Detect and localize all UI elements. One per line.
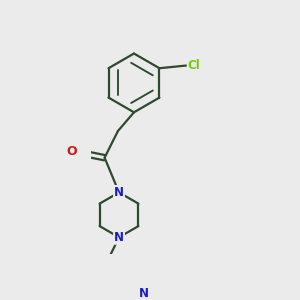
Text: N: N (114, 186, 124, 199)
Text: N: N (114, 231, 124, 244)
Text: O: O (66, 145, 77, 158)
Text: Cl: Cl (188, 59, 200, 72)
Text: N: N (139, 287, 149, 300)
